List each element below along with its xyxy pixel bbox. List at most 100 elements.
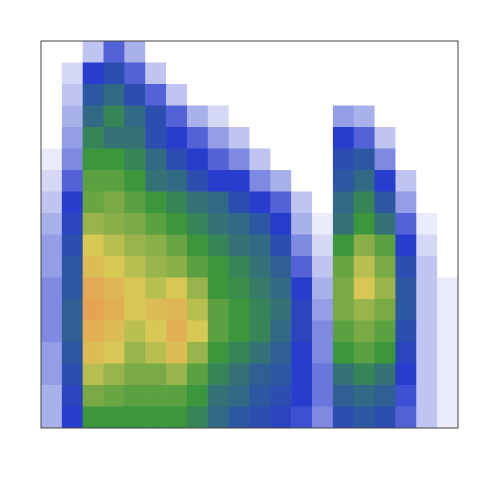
heat-cell [312,106,333,128]
heat-cell [62,127,83,149]
heat-cell [145,235,166,257]
heat-cell [250,364,271,386]
heat-cell [395,364,416,386]
heat-cell [312,213,333,235]
heat-cell [62,278,83,300]
heat-cell [312,149,333,171]
heat-cell [270,213,291,235]
heat-cell [375,235,396,257]
heat-cell [145,256,166,278]
heat-cell [104,278,125,300]
heat-cell [375,63,396,85]
heat-cell [395,41,416,63]
heat-cell [250,41,271,63]
heat-cell [62,321,83,343]
heat-cell [229,149,250,171]
heat-cell [187,170,208,192]
heat-cell [62,235,83,257]
heat-cell [312,278,333,300]
heat-cell [166,213,187,235]
heat-cell [312,192,333,214]
heat-cell [83,342,104,364]
heat-cell [437,235,458,257]
heat-cell [354,192,375,214]
heat-cell [124,278,145,300]
heat-cell [104,84,125,106]
heat-cell [375,407,396,429]
heat-cell [229,41,250,63]
heat-cell [437,41,458,63]
heat-cell [375,149,396,171]
heat-cell [124,321,145,343]
heat-cell [250,170,271,192]
plot-frame [41,41,458,428]
heat-cell [312,342,333,364]
heat-cell [229,106,250,128]
heat-cell [437,63,458,85]
heat-cell [229,321,250,343]
heat-cell [416,342,437,364]
heat-cell [291,321,312,343]
heat-cell [354,278,375,300]
heat-cell [437,106,458,128]
heat-cell [62,213,83,235]
heat-cell [104,170,125,192]
heat-cell [166,127,187,149]
heat-cell [250,235,271,257]
heat-cell [291,213,312,235]
heat-cell [208,385,229,407]
heat-cell [312,63,333,85]
heat-cell [333,407,354,429]
heat-cell [124,41,145,63]
heat-cell [312,84,333,106]
heat-cell [416,170,437,192]
heat-cell [250,256,271,278]
heat-cell [83,213,104,235]
heat-cell [333,342,354,364]
heat-cell [437,84,458,106]
heat-cell [375,84,396,106]
heat-cell [312,321,333,343]
heat-cell [41,41,62,63]
heat-cell [208,364,229,386]
heat-cell [395,84,416,106]
heat-cell [104,192,125,214]
heat-cell [104,299,125,321]
heat-cell [333,385,354,407]
heat-cell [124,407,145,429]
heat-cell [41,364,62,386]
heat-cell [187,364,208,386]
heat-cell [187,127,208,149]
heat-cell [416,385,437,407]
heat-cell [354,385,375,407]
heat-cell [208,299,229,321]
heat-cell [395,192,416,214]
heat-cell [312,407,333,429]
heat-cell [416,192,437,214]
heat-cell [229,278,250,300]
heat-cell [291,63,312,85]
heat-cell [291,342,312,364]
heat-cell [437,149,458,171]
heat-cell [208,170,229,192]
heat-cell [104,256,125,278]
heat-cell [229,235,250,257]
heat-cell [208,213,229,235]
heat-cell [104,127,125,149]
heat-cell [145,364,166,386]
heat-cell [41,256,62,278]
heat-cell [187,321,208,343]
heat-cell [354,170,375,192]
heat-cell [312,170,333,192]
heat-cell [124,256,145,278]
heat-cell [291,385,312,407]
heat-cell [354,407,375,429]
heat-cell [270,63,291,85]
heat-cell [41,299,62,321]
heat-cell [145,321,166,343]
chart [0,0,480,480]
heat-cell [104,407,125,429]
heat-cell [124,127,145,149]
heat-cell [41,106,62,128]
heat-cell [354,63,375,85]
